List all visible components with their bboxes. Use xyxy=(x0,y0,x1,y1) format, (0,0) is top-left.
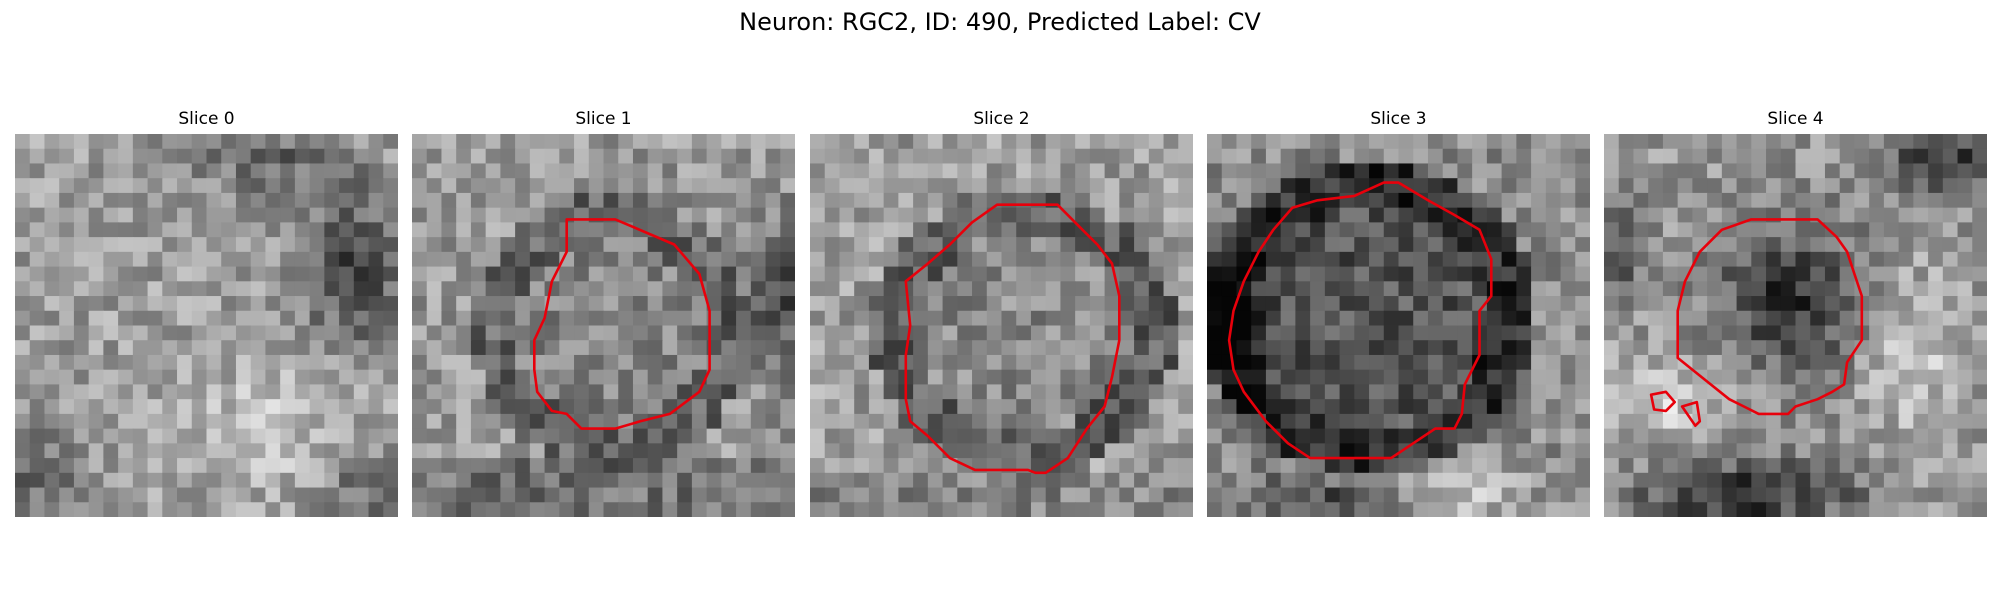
slice-3-title: Slice 3 xyxy=(1370,109,1427,129)
slice-2-image xyxy=(810,134,1193,517)
slice-4-contour xyxy=(1649,218,1864,428)
slice-4-contour-path-2 xyxy=(1680,400,1702,428)
slice-2-contour-path-0 xyxy=(904,203,1121,475)
slice-0-title: Slice 0 xyxy=(178,109,235,129)
slice-4-image xyxy=(1604,134,1987,517)
slice-1-contour-path-0 xyxy=(533,218,711,430)
slice-4-title: Slice 4 xyxy=(1767,109,1824,129)
slice-1-title: Slice 1 xyxy=(575,109,632,129)
slice-2-title: Slice 2 xyxy=(973,109,1030,129)
slice-4-contour-path-1 xyxy=(1649,390,1676,413)
slice-1-image xyxy=(412,134,795,517)
slice-3-contour xyxy=(1227,181,1493,460)
slice-0-image xyxy=(15,134,398,517)
slice-4-contour-path-0 xyxy=(1676,218,1864,416)
slice-1-contour xyxy=(533,218,711,430)
figure-title: Neuron: RGC2, ID: 490, Predicted Label: … xyxy=(739,8,1261,36)
slice-2-contour xyxy=(904,203,1121,475)
slice-3-contour-path-0 xyxy=(1227,181,1493,460)
slice-3-image xyxy=(1207,134,1590,517)
